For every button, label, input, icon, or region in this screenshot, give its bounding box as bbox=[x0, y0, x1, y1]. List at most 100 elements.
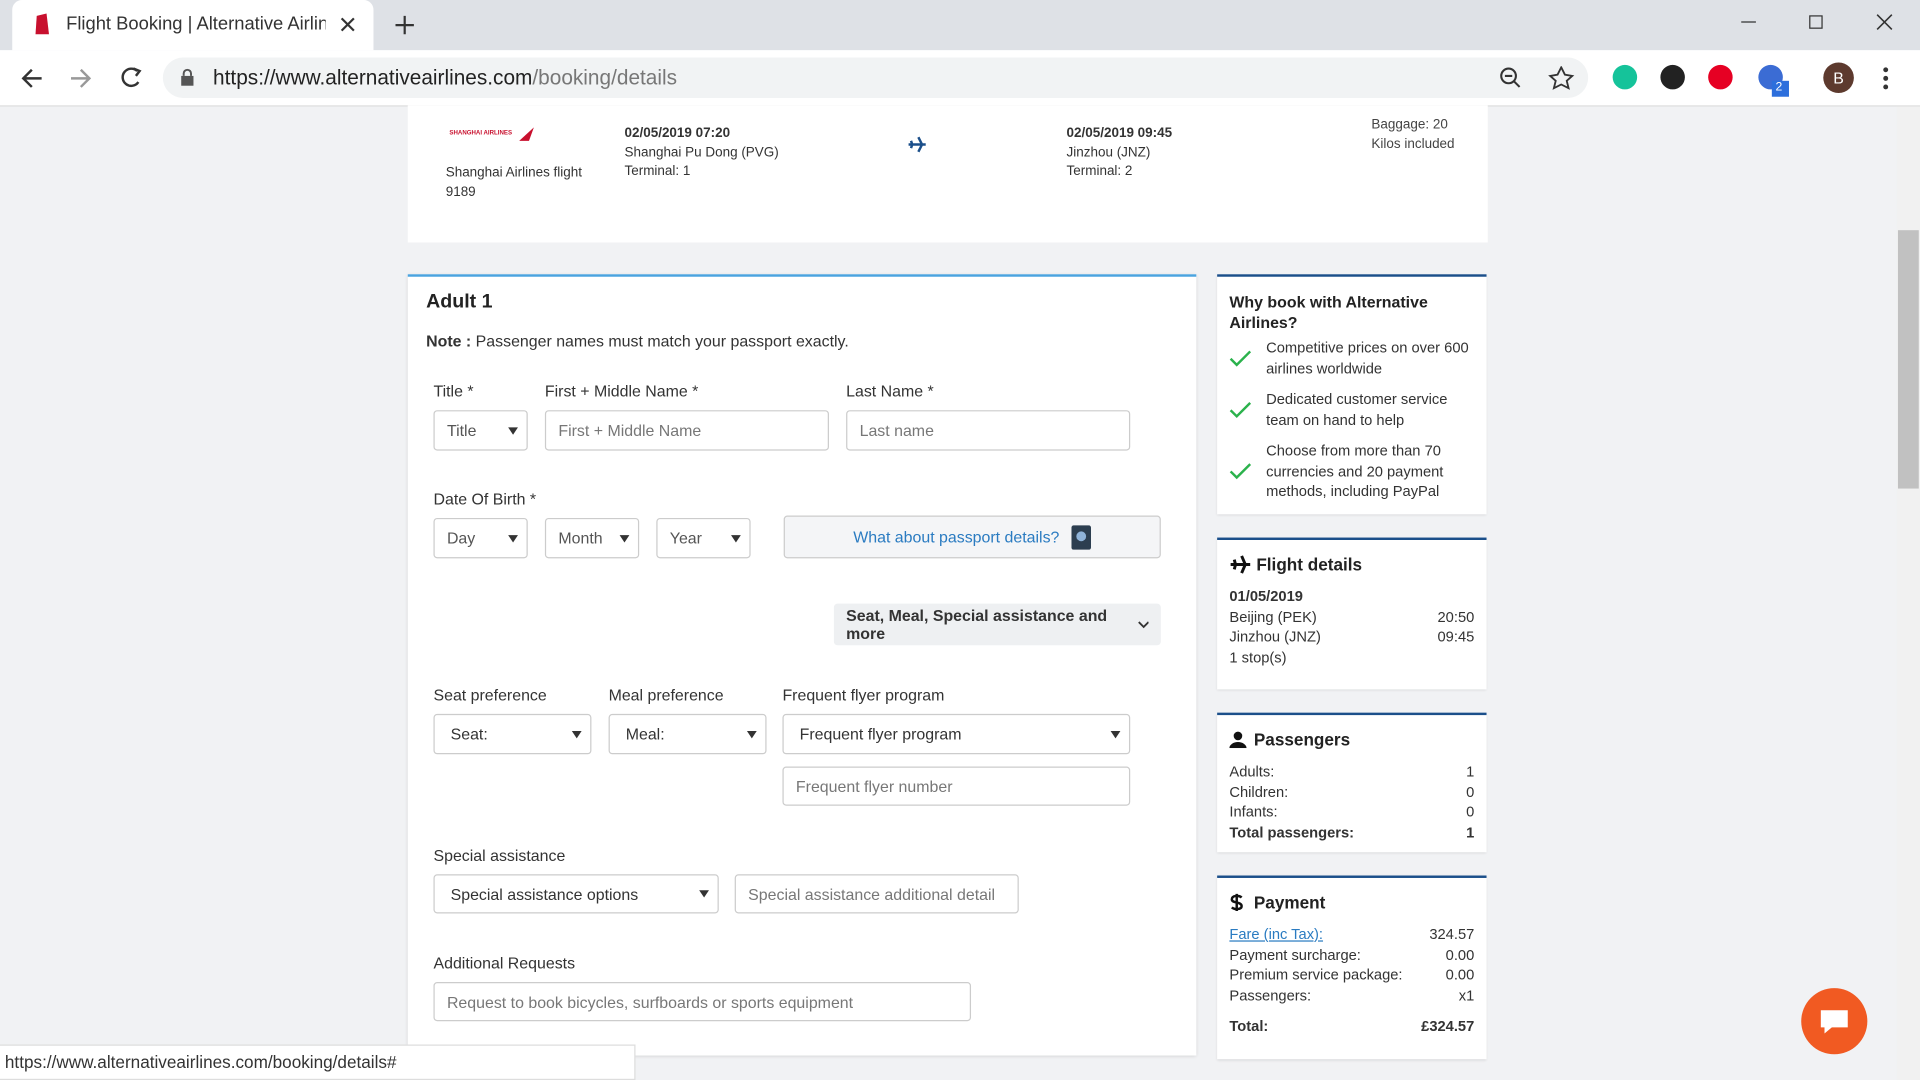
row: Total passengers: 1 bbox=[1229, 822, 1474, 842]
note: Note : Passenger names must match your p… bbox=[426, 332, 849, 350]
row-value: 0.00 bbox=[1445, 945, 1475, 964]
row-value: 09:45 bbox=[1437, 628, 1475, 646]
row-label: Total passengers: bbox=[1229, 823, 1355, 841]
dob-label: Date Of Birth * bbox=[433, 489, 537, 509]
special-select[interactable]: Special assistance options bbox=[433, 874, 719, 914]
requests-label: Additional Requests bbox=[433, 953, 576, 973]
passport-link[interactable]: What about passport details? bbox=[853, 527, 1060, 547]
row-label: Adults: bbox=[1229, 762, 1275, 781]
passengers-card: Passengers Adults: 1 Children: 0 Infants: 0 Tot… bbox=[1217, 712, 1487, 853]
more-options-text[interactable]: Seat, Meal, Special assistance and more bbox=[846, 606, 1108, 643]
row-label: Beijing (PEK) bbox=[1229, 607, 1317, 626]
first-label: First + Middle Name * bbox=[544, 382, 699, 401]
url-host: https://www.alternativeairlines.com bbox=[213, 66, 533, 90]
address-bar[interactable] bbox=[162, 57, 1589, 98]
arrive: 02/05/2019 09:45 Jinzhou (JNZ) Terminal: 2 bbox=[1067, 125, 1173, 182]
passenger-rows: Adults: 1 Children: 0 Infants: 0 Total passeng… bbox=[1229, 762, 1474, 843]
special-detail[interactable]: Special assistance additional detail bbox=[734, 874, 1019, 914]
more-options[interactable]: Seat, Meal, Special assistance and more bbox=[833, 603, 1161, 646]
new-tab[interactable] bbox=[394, 15, 415, 36]
baggage: Baggage: 20 Kilos included bbox=[1371, 117, 1455, 152]
reason: Dedicated customer service team on hand … bbox=[1229, 389, 1474, 429]
window-controls[interactable] bbox=[1739, 12, 1898, 36]
extension-badge: 2 bbox=[1775, 80, 1783, 95]
row-label: Payment surcharge: bbox=[1229, 945, 1361, 964]
row-label: Passengers: bbox=[1229, 986, 1312, 1004]
day-select[interactable]: Day bbox=[433, 517, 528, 559]
row-value: 0.00 bbox=[1445, 966, 1475, 984]
seat-select[interactable]: Seat: bbox=[433, 713, 592, 755]
profile[interactable]: B bbox=[1823, 62, 1854, 94]
flight-rows: Beijing (PEK) 20:50 Jinzhou (JNZ) 09:45 bbox=[1229, 607, 1474, 647]
reason-text: Choose from more than 70 currencies and … bbox=[1266, 442, 1444, 500]
reason-text: Dedicated customer service team on hand … bbox=[1266, 390, 1448, 428]
row-label: Jinzhou (JNZ) bbox=[1229, 628, 1321, 646]
seat-label: Seat preference bbox=[433, 685, 547, 705]
passport-icon bbox=[1071, 524, 1092, 550]
plane-icon bbox=[1230, 555, 1251, 574]
depart-terminal: Terminal: 1 bbox=[624, 164, 691, 179]
row-value: 1 bbox=[1466, 823, 1475, 841]
row-value: x1 bbox=[1458, 986, 1475, 1004]
row-value: 0 bbox=[1466, 803, 1475, 821]
row: Infants: 0 bbox=[1229, 802, 1474, 822]
last-label: Last Name * bbox=[846, 382, 934, 401]
first-input[interactable]: First + Middle Name bbox=[544, 410, 829, 451]
zoom-star[interactable] bbox=[1499, 66, 1577, 90]
arrive-datetime: 02/05/2019 09:45 bbox=[1066, 126, 1173, 141]
status-bar: https://www.alternativeairlines.com/book… bbox=[0, 1044, 636, 1080]
ff-select[interactable]: Frequent flyer program bbox=[782, 713, 1131, 755]
row-value: 20:50 bbox=[1437, 607, 1475, 626]
passport-box[interactable]: What about passport details? bbox=[783, 515, 1161, 559]
stops: 1 stop(s) bbox=[1229, 648, 1287, 666]
row-label: Premium service package: bbox=[1229, 966, 1403, 984]
nav-buttons[interactable] bbox=[20, 65, 155, 92]
depart-airport: Shanghai Pu Dong (PVG) bbox=[624, 145, 779, 160]
row: Children: 0 bbox=[1229, 782, 1474, 802]
chevron bbox=[1137, 621, 1149, 629]
passengers-heading: Passengers bbox=[1229, 730, 1474, 749]
depart: 02/05/2019 07:20 Shanghai Pu Dong (PVG) Te… bbox=[624, 125, 778, 182]
scroll-thumb[interactable] bbox=[1897, 230, 1919, 489]
meal-select[interactable]: Meal: bbox=[608, 713, 767, 755]
plane-icon bbox=[908, 136, 926, 153]
flight-details-title: Flight details bbox=[1256, 554, 1363, 575]
extensions[interactable] bbox=[1611, 64, 1795, 101]
reason: Choose from more than 70 currencies and … bbox=[1229, 441, 1474, 502]
person-icon bbox=[1229, 731, 1247, 749]
passenger-form bbox=[407, 274, 1197, 1056]
dollar-icon bbox=[1230, 893, 1243, 912]
tab-close[interactable] bbox=[339, 16, 356, 33]
payment-total: Total: £324.57 bbox=[1229, 1016, 1474, 1036]
flight-date: 01/05/2019 bbox=[1229, 587, 1303, 605]
reasons: Competitive prices on over 600 airlines … bbox=[1229, 338, 1474, 501]
why-title: Why book with Alternative Airlines? bbox=[1229, 292, 1428, 332]
ff-number[interactable]: Frequent flyer number bbox=[782, 766, 1131, 806]
tab-favicon bbox=[35, 13, 49, 35]
url: https://www.alternativeairlines.com/book… bbox=[213, 66, 677, 90]
flight-details-card: Flight details 01/05/2019 Beijing (PEK) 20:… bbox=[1217, 537, 1487, 690]
chat-button[interactable] bbox=[1800, 987, 1869, 1056]
last-input[interactable]: Last name bbox=[846, 410, 1131, 451]
month-select[interactable]: Month bbox=[544, 517, 640, 559]
title-select[interactable]: Title bbox=[433, 410, 528, 451]
row-label: Infants: bbox=[1229, 803, 1278, 821]
check-icon bbox=[1229, 401, 1252, 418]
requests-input[interactable]: Request to book bicycles, surfboards or … bbox=[433, 982, 972, 1022]
active-tab[interactable] bbox=[12, 0, 374, 51]
row: Payment surcharge: 0.00 bbox=[1229, 945, 1474, 965]
row: Premium service package: 0.00 bbox=[1229, 965, 1474, 985]
row: Adults: 1 bbox=[1229, 762, 1474, 782]
note-text: Passenger names must match your passport… bbox=[475, 331, 849, 351]
check-icon bbox=[1229, 349, 1252, 367]
row-value: 1 bbox=[1466, 762, 1475, 781]
year-select[interactable]: Year bbox=[656, 517, 751, 559]
menu[interactable] bbox=[1882, 66, 1889, 90]
flight-card bbox=[407, 105, 1488, 243]
arrive-terminal: Terminal: 2 bbox=[1066, 164, 1133, 179]
special-label: Special assistance bbox=[433, 846, 566, 865]
form-heading: Adult 1 bbox=[426, 291, 493, 313]
